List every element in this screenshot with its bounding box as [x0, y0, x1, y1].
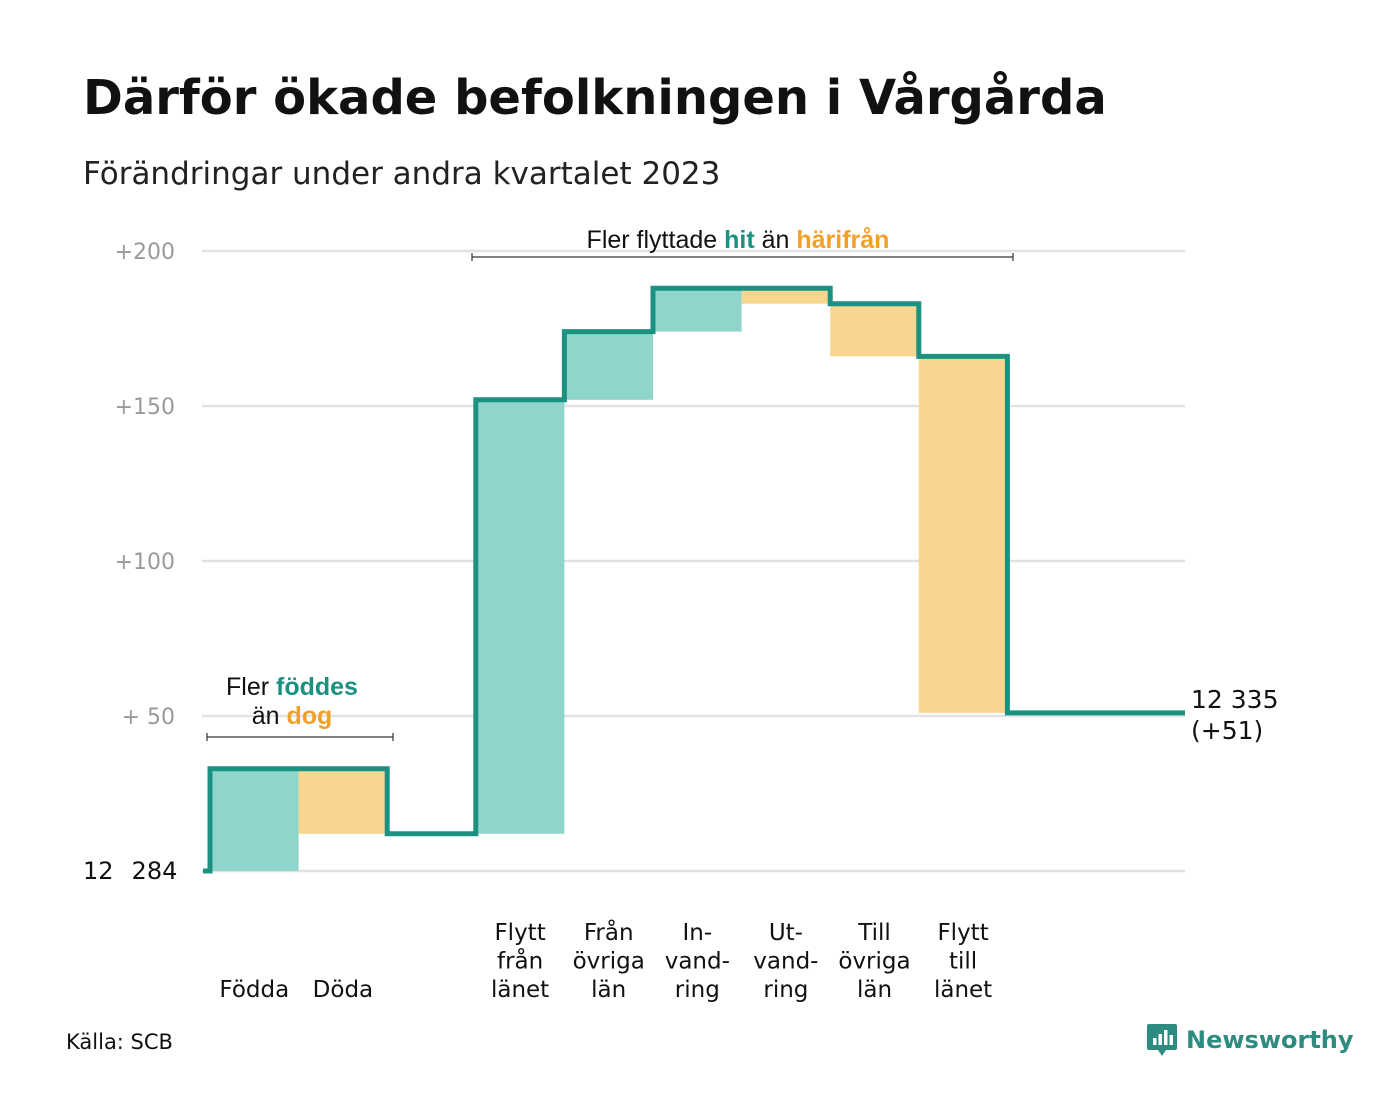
category-label: ring	[763, 977, 808, 1003]
chart-subtitle: Förändringar under andra kvartalet 2023	[83, 156, 721, 192]
end-total-label: 12 335	[1191, 685, 1278, 714]
bar-decrease	[741, 288, 831, 304]
annotation-plain: än	[252, 702, 287, 730]
annotation-plain: än	[755, 226, 797, 254]
annotation-text: Fler flyttade hit än härifrån	[587, 226, 890, 254]
category-label: länet	[491, 977, 549, 1003]
bar-increase	[564, 331, 653, 400]
category-label: Döda	[313, 977, 373, 1003]
category-label: län	[591, 977, 626, 1003]
bar-increase	[210, 768, 299, 871]
annotation-accent-dog: härifrån	[796, 226, 889, 254]
cumulative-line	[203, 285, 1185, 874]
baseline-label: 12 284	[83, 857, 177, 885]
category-label: länet	[934, 977, 992, 1003]
chart-title: Därför ökade befolkningen i Vårgårda	[83, 70, 1107, 126]
end-total-label: (+51)	[1191, 716, 1263, 745]
y-tick-label: + 50	[122, 705, 175, 730]
bars	[210, 288, 1008, 871]
category-label: övriga	[573, 949, 645, 975]
brand-name: Newsworthy	[1186, 1026, 1354, 1054]
bar-decrease	[298, 768, 388, 834]
annotation-text: än dog	[252, 702, 333, 730]
gridlines	[202, 249, 1185, 873]
category-label: In-	[682, 920, 712, 946]
y-tick-label: +100	[115, 550, 175, 575]
category-label: Flytt	[937, 920, 988, 946]
category-label: övriga	[838, 949, 910, 975]
source-note: Källa: SCB	[66, 1030, 173, 1054]
annotation-text: Fler föddes	[226, 673, 358, 701]
category-label: Flytt	[494, 920, 545, 946]
brand-logo[interactable]: Newsworthy	[1146, 1022, 1354, 1058]
bar-increase	[475, 399, 565, 834]
category-label: Födda	[219, 977, 289, 1003]
annotation-plain: Fler	[226, 673, 276, 701]
y-tick-label: +150	[115, 395, 175, 420]
bar-decrease	[918, 356, 1008, 713]
annotation-plain: Fler flyttade	[587, 226, 725, 254]
newsworthy-logo-icon	[1147, 1024, 1177, 1056]
baseline-label-part: 284	[132, 857, 178, 885]
category-label: från	[497, 947, 543, 975]
category-label: till	[949, 949, 977, 975]
cumulative-line-path	[203, 285, 1185, 874]
annotation-accent-hit: föddes	[276, 673, 358, 701]
category-label: ring	[675, 977, 720, 1003]
category-label: vand-	[665, 949, 730, 975]
category-label: Ut-	[769, 920, 803, 946]
annotation-accent-hit: hit	[724, 226, 755, 254]
annotation-accent-dog: dog	[286, 702, 332, 730]
category-label: län	[857, 977, 892, 1003]
baseline-label-part: 12	[83, 857, 114, 885]
bar-decrease	[830, 303, 919, 357]
bar-increase	[653, 288, 742, 332]
category-label: vand-	[753, 949, 818, 975]
category-label: Till	[857, 920, 891, 946]
y-tick-label: +200	[115, 240, 175, 265]
category-label: Från	[584, 918, 634, 946]
